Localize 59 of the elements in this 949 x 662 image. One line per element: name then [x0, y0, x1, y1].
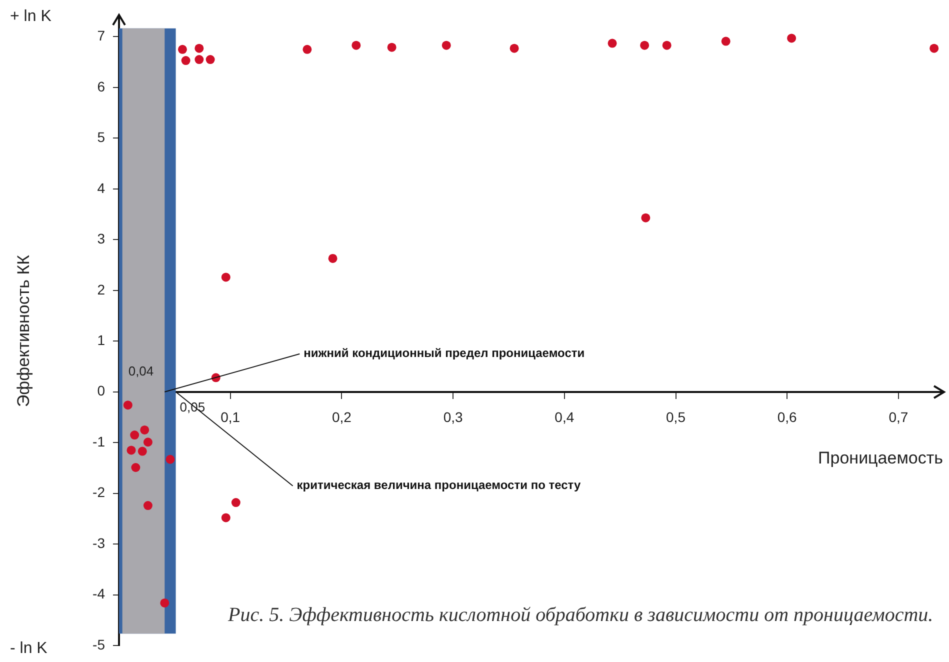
point: [178, 44, 187, 54]
y-tick-label: 3: [97, 230, 106, 247]
x-tick-label: 0,6: [777, 409, 798, 426]
band-label: 0,04: [128, 363, 154, 378]
point: [302, 44, 312, 54]
y-tick-label: 5: [97, 129, 106, 146]
point: [160, 598, 170, 608]
point: [130, 430, 140, 440]
point: [140, 425, 150, 434]
point: [131, 462, 140, 472]
x-axis-title: Проницаемость: [818, 448, 944, 468]
y-tick-label: -3: [92, 534, 106, 551]
point: [126, 446, 136, 455]
point: [194, 55, 204, 64]
point: [143, 438, 152, 447]
point: [143, 501, 152, 510]
point: [640, 40, 650, 50]
y-tick-label: -2: [92, 484, 106, 500]
point: [930, 44, 939, 53]
point: [206, 55, 215, 64]
y-tick-label: -4: [92, 586, 106, 602]
x-tick-label: 0,1: [220, 409, 240, 426]
point: [181, 56, 190, 66]
point: [138, 446, 147, 456]
text: - ln K: [10, 640, 48, 658]
point: [387, 42, 396, 52]
y-tick-label: 0: [97, 382, 106, 399]
point: [328, 254, 338, 263]
x-tick-label: 0,5: [666, 409, 686, 426]
point: [787, 34, 796, 43]
point: [721, 36, 730, 46]
text: + ln K: [10, 8, 52, 26]
y-tick-label: -1: [92, 433, 106, 450]
point: [510, 44, 519, 53]
annotation: критическая величина проницаемости по тесту: [296, 478, 581, 492]
point: [194, 44, 204, 53]
y-tick-label: 4: [97, 180, 106, 196]
point: [231, 498, 240, 508]
y-tick-label: 2: [97, 281, 106, 298]
y-tick-label: 6: [97, 78, 106, 94]
x-tick-label: 0,2: [332, 409, 352, 426]
point: [221, 513, 230, 522]
y-tick-label: -5: [92, 636, 106, 652]
annotation: нижний кондиционный предел проницаемости: [304, 346, 585, 360]
y-tick-label: 7: [97, 28, 106, 44]
point: [166, 454, 175, 464]
x-tick-label: 0,7: [888, 409, 908, 426]
point: [641, 213, 650, 222]
x-tick-label: 0,3: [443, 409, 463, 426]
point: [442, 40, 451, 50]
point: [221, 272, 230, 282]
x-tick-label: 0,4: [554, 409, 574, 426]
point: [662, 40, 672, 50]
point: [123, 400, 132, 410]
annotation: Рис. 5. Эффективность кислотной обработки в зависимости от проницаемости.: [228, 603, 934, 628]
y-axis-title: Эффективность КК: [14, 254, 33, 408]
y-tick-label: 1: [97, 332, 106, 348]
point: [608, 38, 617, 48]
point: [352, 40, 361, 50]
